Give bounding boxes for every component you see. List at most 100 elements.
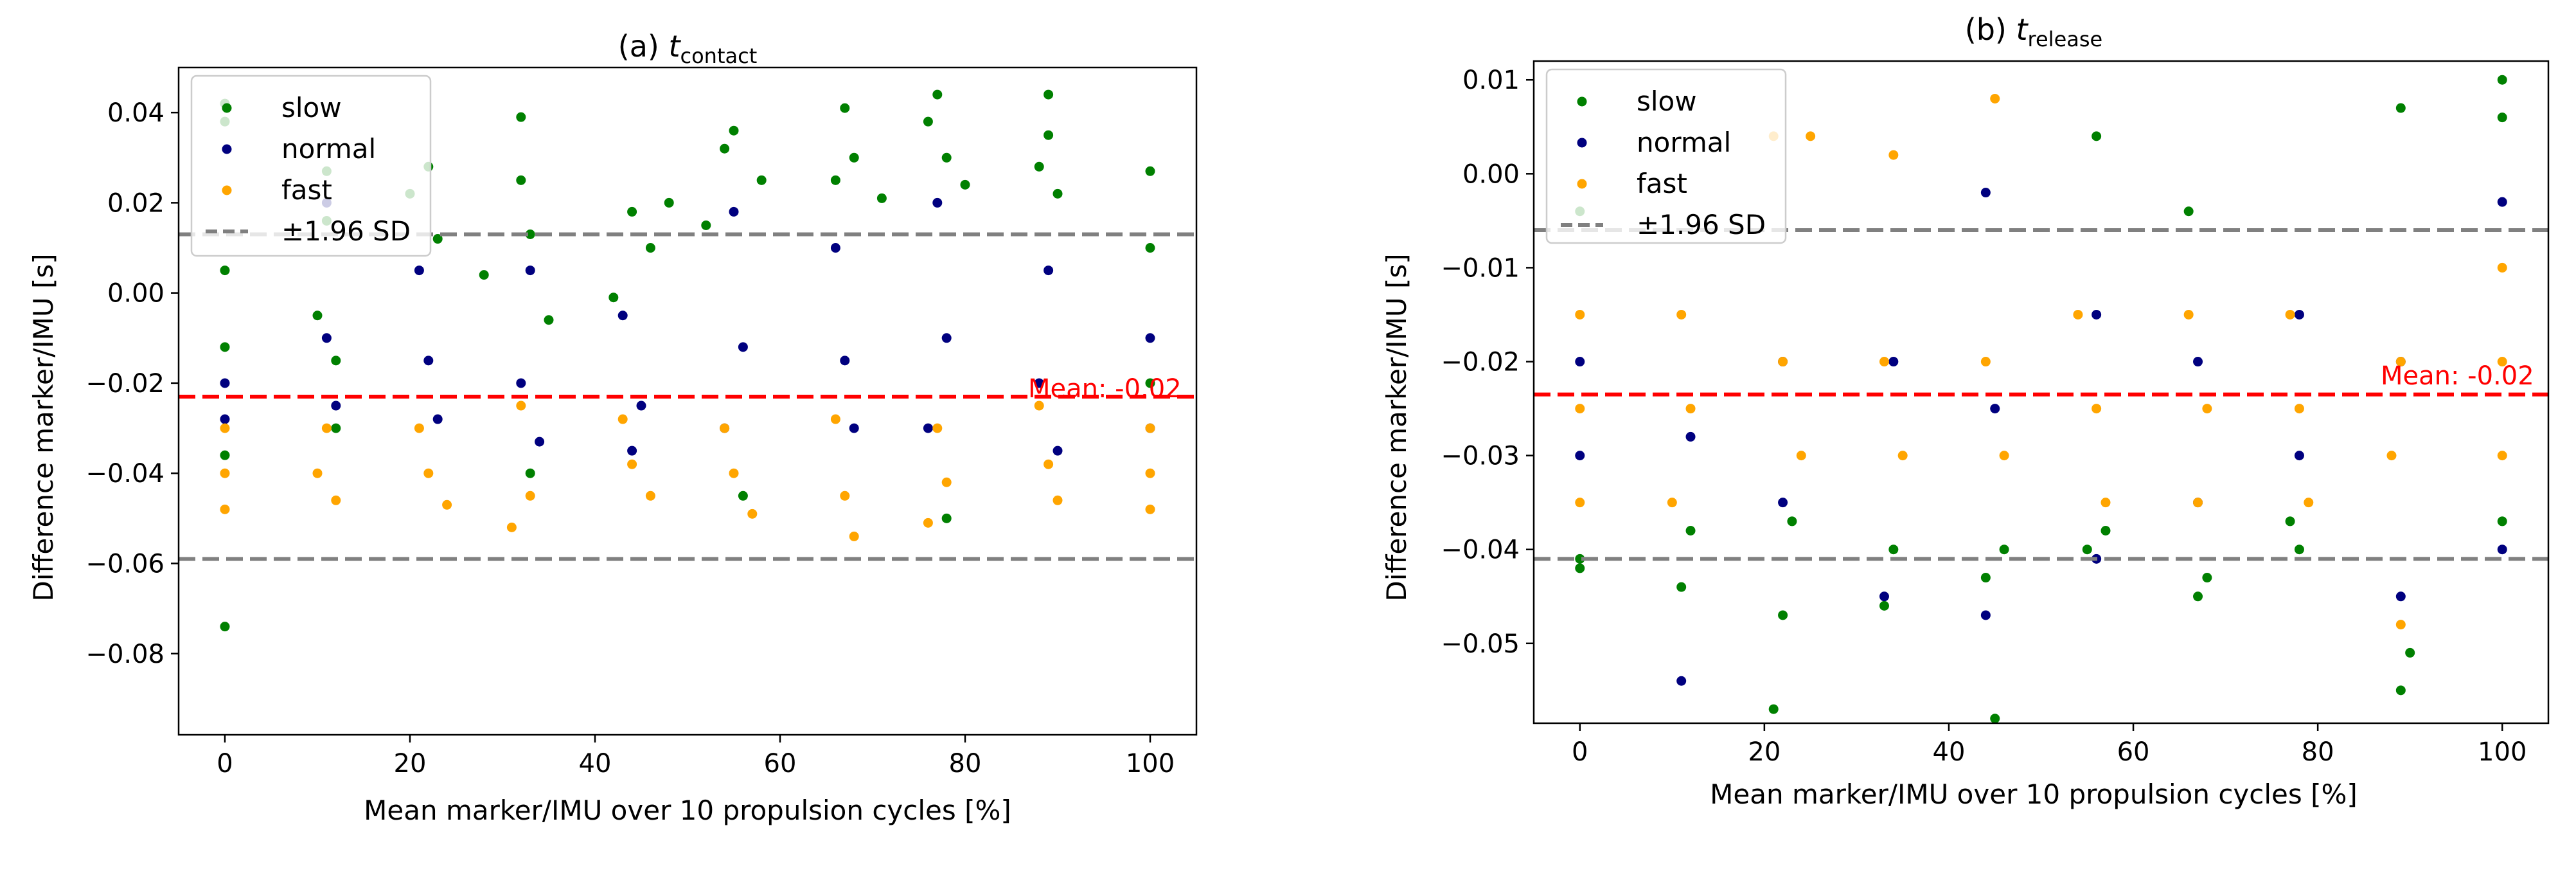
point-normal bbox=[1053, 446, 1063, 456]
point-normal bbox=[321, 333, 332, 343]
point-slow bbox=[525, 468, 535, 478]
point-fast bbox=[941, 477, 952, 487]
point-normal bbox=[2092, 309, 2102, 320]
point-fast bbox=[312, 468, 323, 478]
y-tick-label: −0.02 bbox=[1441, 348, 1520, 377]
point-slow bbox=[1685, 525, 1696, 536]
plot-frame bbox=[177, 66, 1198, 736]
point-fast bbox=[2193, 498, 2203, 508]
point-normal bbox=[2193, 357, 2203, 367]
point-fast bbox=[2294, 404, 2304, 414]
x-tick-label: 60 bbox=[2117, 737, 2150, 767]
x-tick-label: 60 bbox=[764, 749, 797, 779]
point-normal bbox=[1879, 591, 1889, 602]
point-fast bbox=[525, 491, 535, 501]
legend-marker-normal bbox=[222, 144, 232, 154]
point-fast bbox=[2092, 404, 2102, 414]
point-fast bbox=[2202, 404, 2212, 414]
point-slow bbox=[2092, 131, 2102, 141]
legend-label-0: slow bbox=[1637, 86, 1697, 117]
y-tick-label: 0.04 bbox=[107, 98, 164, 128]
point-slow bbox=[544, 315, 554, 325]
point-fast bbox=[1575, 404, 1585, 414]
point-normal bbox=[1778, 498, 1788, 508]
point-slow bbox=[516, 112, 526, 122]
point-normal bbox=[220, 414, 230, 424]
point-fast bbox=[2183, 309, 2194, 320]
y-tick-label: −0.04 bbox=[1441, 536, 1520, 565]
point-fast bbox=[2285, 309, 2295, 320]
point-slow bbox=[331, 423, 341, 433]
point-slow bbox=[1145, 378, 1155, 388]
point-slow bbox=[876, 193, 887, 203]
point-fast bbox=[645, 491, 655, 501]
y-tick-label: −0.05 bbox=[1441, 629, 1520, 659]
point-fast bbox=[516, 401, 526, 411]
point-slow bbox=[2497, 516, 2507, 526]
point-fast bbox=[1145, 504, 1155, 514]
x-tick-label: 80 bbox=[949, 749, 982, 779]
legend-marker-normal bbox=[1577, 138, 1587, 148]
point-slow bbox=[849, 152, 859, 163]
point-fast bbox=[220, 423, 230, 433]
point-normal bbox=[1575, 451, 1585, 461]
point-slow bbox=[516, 175, 526, 185]
legend-box bbox=[190, 75, 432, 257]
point-fast bbox=[747, 509, 758, 519]
panel-a-mean-label: Mean: -0.02 bbox=[1028, 374, 1182, 404]
y-tick-label: −0.01 bbox=[1441, 253, 1520, 283]
point-fast bbox=[506, 522, 517, 532]
point-slow bbox=[525, 230, 535, 239]
point-fast bbox=[1990, 93, 2000, 104]
point-normal bbox=[1575, 357, 1585, 367]
point-fast bbox=[617, 414, 628, 424]
point-fast bbox=[414, 423, 424, 433]
point-slow bbox=[645, 243, 655, 253]
point-slow bbox=[1034, 161, 1044, 172]
point-slow bbox=[2395, 685, 2406, 696]
point-normal bbox=[923, 423, 933, 433]
point-fast bbox=[2497, 451, 2507, 461]
point-fast bbox=[720, 423, 730, 433]
point-fast bbox=[1999, 451, 2009, 461]
point-slow bbox=[1676, 582, 1687, 592]
point-fast bbox=[1575, 498, 1585, 508]
point-fast bbox=[442, 500, 452, 510]
point-slow bbox=[1575, 554, 1585, 564]
point-fast bbox=[849, 531, 859, 541]
point-fast bbox=[321, 423, 332, 433]
point-normal bbox=[1990, 404, 2000, 414]
point-normal bbox=[535, 437, 545, 447]
point-fast bbox=[932, 423, 943, 433]
point-slow bbox=[960, 179, 970, 190]
y-tick-label: −0.06 bbox=[85, 549, 164, 579]
x-tick-label: 20 bbox=[1748, 737, 1781, 767]
point-normal bbox=[636, 401, 646, 411]
point-normal bbox=[1145, 333, 1155, 343]
point-normal bbox=[932, 197, 943, 208]
point-slow bbox=[1879, 600, 1889, 611]
point-fast bbox=[1676, 309, 1687, 320]
point-slow bbox=[1145, 166, 1155, 176]
panel-b: (b) trelease 0 20 40 60 80 100 0.01 0.00 −0.01 −0… bbox=[1381, 12, 2550, 810]
point-normal bbox=[1676, 676, 1687, 686]
point-fast bbox=[2395, 620, 2406, 630]
point-slow bbox=[1778, 610, 1788, 620]
point-normal bbox=[849, 423, 859, 433]
point-fast bbox=[1667, 498, 1677, 508]
x-tick-label: 100 bbox=[1126, 749, 1175, 779]
legend-marker-slow bbox=[1577, 96, 1587, 107]
point-slow bbox=[220, 342, 230, 352]
legend-marker-slow bbox=[222, 103, 232, 113]
point-fast bbox=[1145, 468, 1155, 478]
legend-label-3: ±1.96 SD bbox=[1637, 209, 1766, 240]
point-normal bbox=[2294, 451, 2304, 461]
point-fast bbox=[2497, 357, 2507, 367]
y-tick-label: −0.04 bbox=[85, 459, 164, 489]
point-normal bbox=[516, 378, 526, 388]
point-normal bbox=[525, 266, 535, 276]
legend-marker-fast bbox=[1577, 179, 1587, 189]
point-slow bbox=[941, 152, 952, 163]
point-slow bbox=[738, 491, 748, 501]
